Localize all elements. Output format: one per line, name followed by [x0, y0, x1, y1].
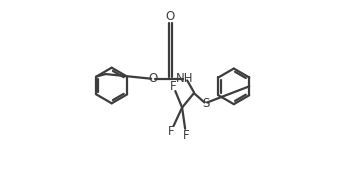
Text: O: O	[166, 10, 175, 23]
Text: O: O	[149, 72, 158, 85]
Text: F: F	[183, 129, 189, 142]
Text: NH: NH	[176, 72, 193, 85]
Text: F: F	[170, 80, 176, 93]
Text: F: F	[168, 125, 175, 138]
Text: S: S	[202, 97, 210, 110]
